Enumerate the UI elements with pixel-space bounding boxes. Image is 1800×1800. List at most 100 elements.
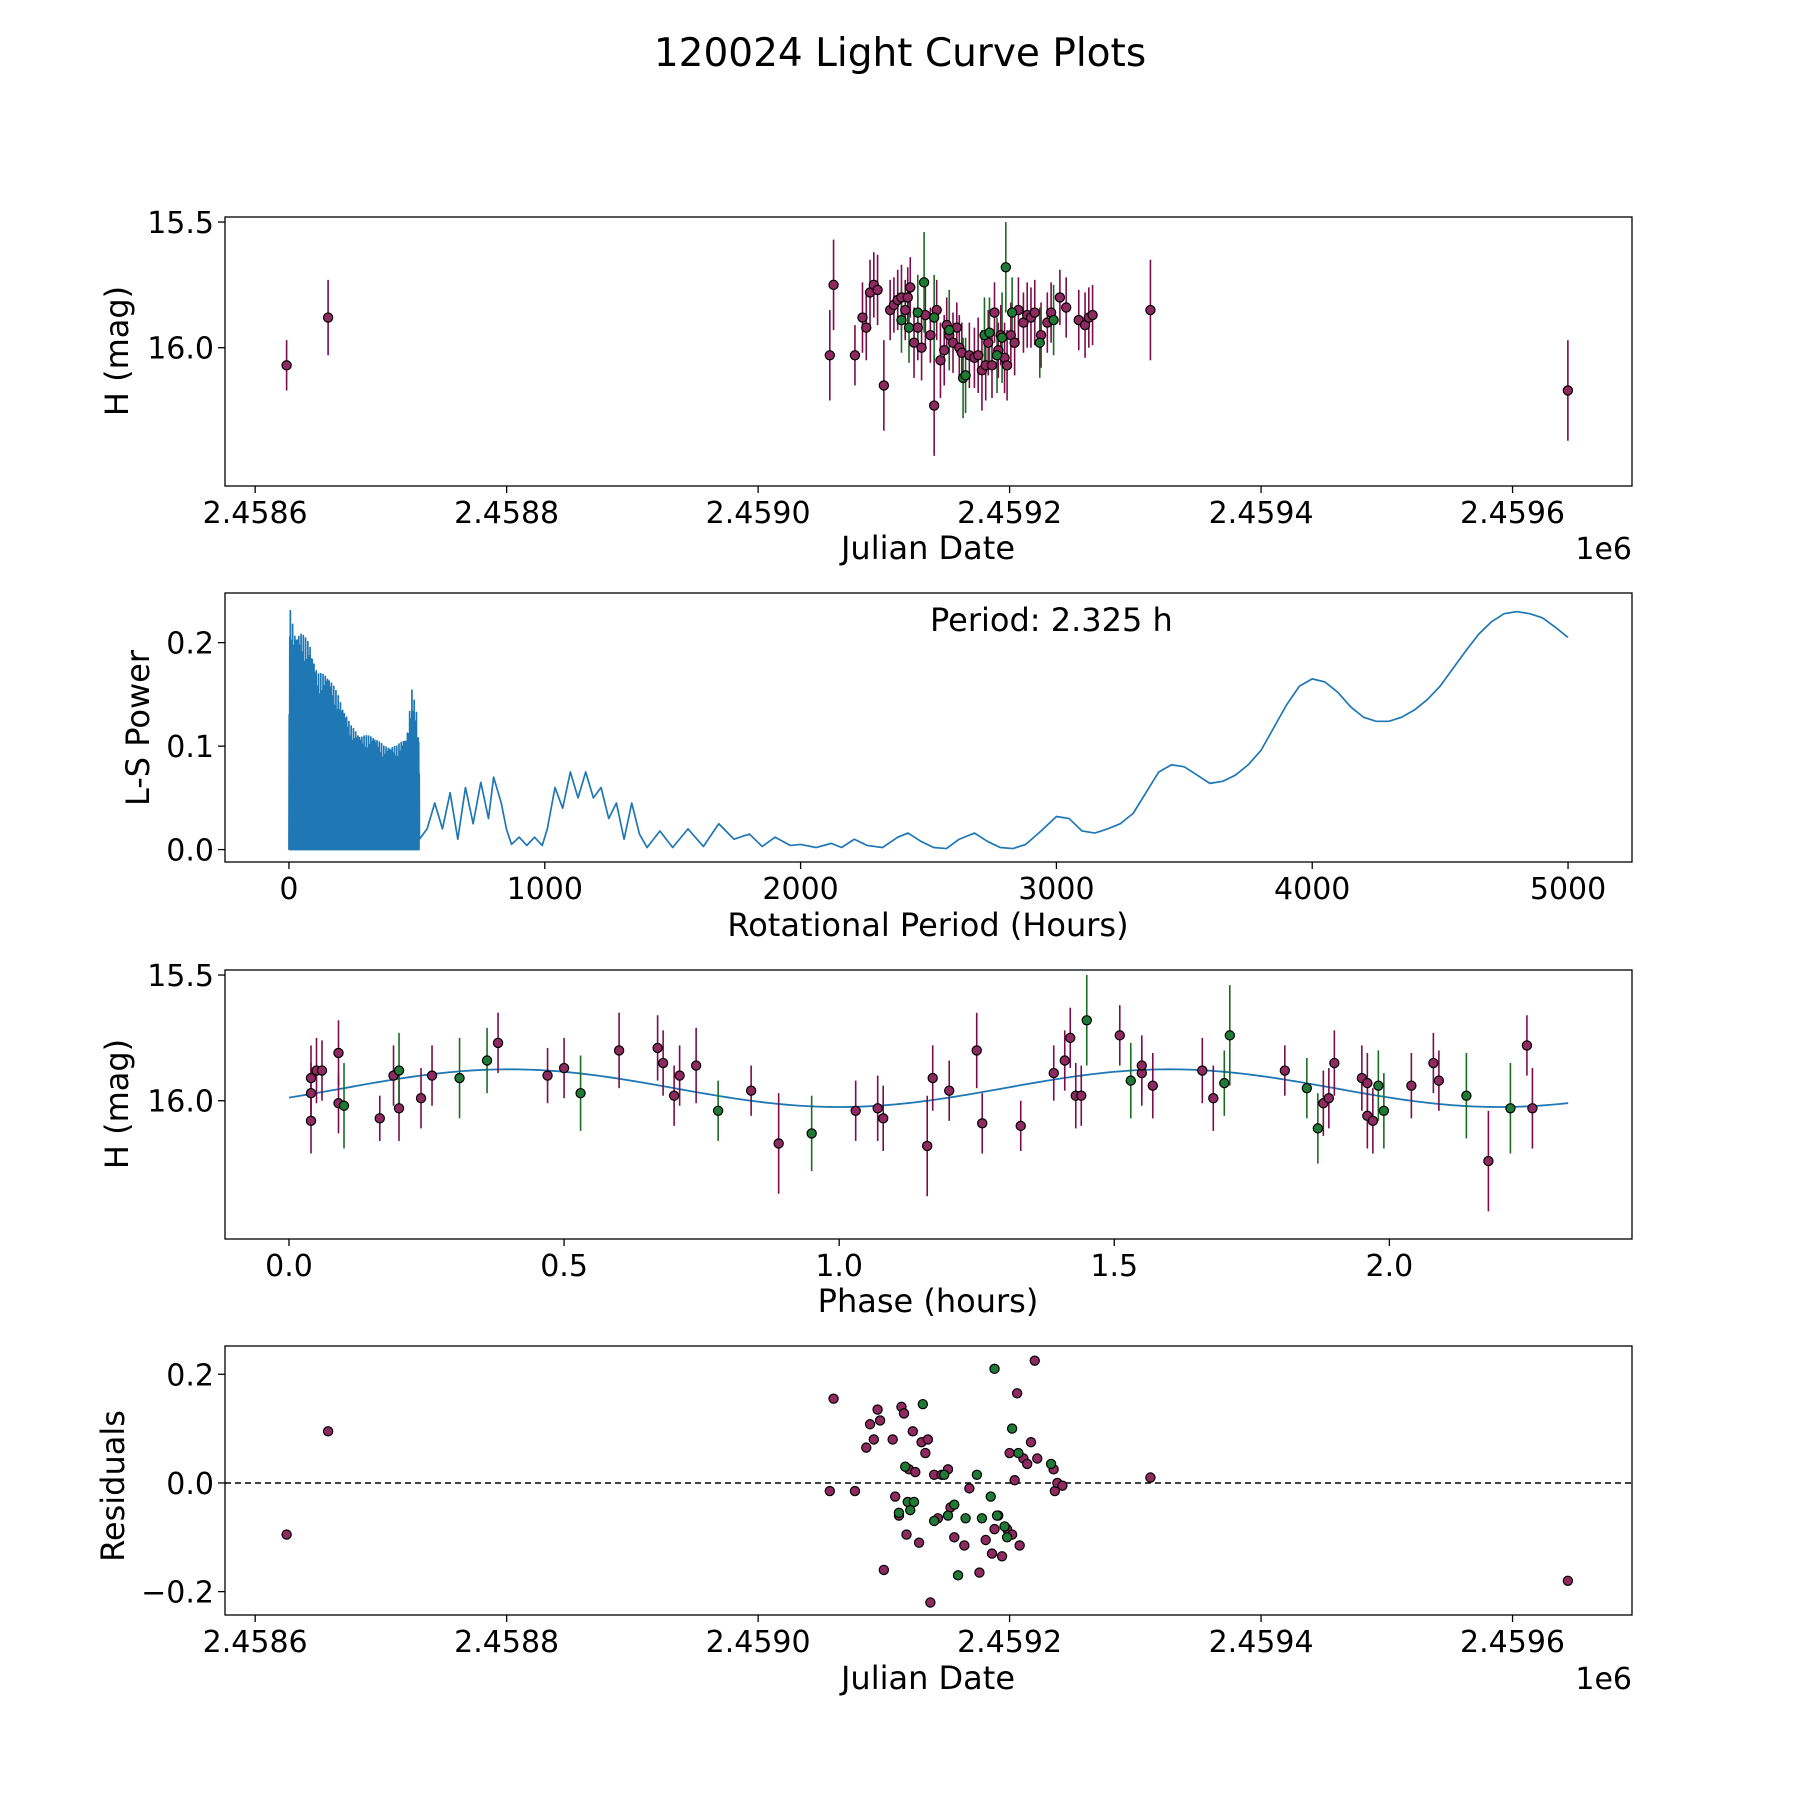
lightcurve-point-band2 [1048,314,1059,326]
phased-point-band1 [1428,1057,1439,1069]
residual-point-band2 [989,1363,1000,1375]
lightcurve-y-tick-label: 15.5 [147,206,214,241]
residual-point-band2 [917,1398,929,1410]
lightcurve-point-band2 [991,350,1003,361]
phased-point-band1 [971,1045,982,1056]
lightcurve-offset-label: 1e6 [1575,532,1632,567]
phased-x-tick-label: 1.5 [1090,1249,1138,1284]
phased-point-band2 [1125,1075,1136,1086]
periodogram-plot-area [288,609,1569,851]
phased-point-band1 [1406,1080,1417,1091]
lightcurve-x-tick-label: 2.4590 [706,496,811,531]
residual-point-band1 [925,1597,936,1608]
lightcurve-point-band2 [903,322,915,333]
residual-point-band2 [908,1496,920,1508]
phased-point-band1 [542,1070,553,1081]
residual-point-band1 [872,1404,883,1415]
phased-point-band1 [426,1070,438,1081]
lightcurve-x-tick-label: 2.4594 [1209,496,1314,531]
residual-point-band2 [952,1570,964,1581]
phased-point-band1 [1208,1093,1219,1104]
phased-point-band1 [558,1062,570,1074]
residual-point-band1 [1009,1475,1020,1486]
residual-point-band2 [900,1461,911,1472]
phased-point-band1 [374,1113,385,1124]
residuals-x-tick-label: 2.4590 [706,1625,811,1660]
phased-point-band1 [393,1103,405,1114]
residual-point-band2 [1006,1423,1018,1434]
phased-point-band2 [1461,1090,1472,1101]
phased-point-band2 [481,1055,493,1066]
lightcurve-point-band1 [1060,302,1072,313]
phased-point-band1 [333,1047,344,1059]
periodogram-panel: 0 1000 2000 3000 4000 5000 0.0 0.1 0.2 Period: 2… [119,592,1633,944]
phased-point-band1 [1279,1065,1291,1076]
phased-x-tick-label: 1.0 [815,1249,863,1284]
lightcurve-point-band1 [912,322,924,333]
residual-point-band1 [974,1567,985,1578]
lightcurve-point-band1 [900,304,911,316]
lightcurve-point-band2 [896,314,907,326]
phased-point-band1 [1527,1103,1538,1114]
residual-point-band1 [887,1434,898,1445]
residual-point-band1 [996,1551,1008,1562]
residual-point-band1 [861,1442,872,1453]
lightcurve-point-band1 [928,400,940,411]
phased-point-band1 [1483,1155,1494,1167]
phased-point-band1 [613,1045,625,1056]
residuals-y-tick-label: 0.0 [166,1467,214,1502]
phased-point-band1 [305,1072,317,1084]
residual-point-band1 [1057,1480,1068,1491]
residual-point-band1 [920,1447,931,1459]
phased-point-band2 [1219,1077,1230,1089]
phased-plot-area [288,975,1569,1212]
residual-point-band1 [874,1415,886,1426]
phased-point-band1 [1136,1060,1147,1071]
periodogram-xlabel: Rotational Period (Hours) [727,906,1128,944]
phased-point-band2 [1301,1082,1313,1094]
residual-point-band2 [971,1469,983,1480]
lightcurve-point-band2 [912,307,924,318]
lightcurve-panel: 2.4586 2.4588 2.4590 2.4592 2.4594 2.4596 16.0… [98,206,1633,567]
phased-model-curve [288,1068,1569,1108]
residuals-y-tick-label: 0.2 [166,1358,214,1393]
residual-point-band1 [964,1483,975,1494]
lightcurve-point-band2 [1000,262,1012,273]
phased-point-band2 [712,1105,724,1116]
phased-point-band1 [1015,1120,1026,1132]
periodogram-axes-frame [224,592,1633,863]
residual-point-band2 [985,1491,996,1502]
lightcurve-x-tick-label: 2.4592 [957,496,1062,531]
lightcurve-point-band1 [861,322,872,333]
lightcurve-x-tick-label: 2.4596 [1460,496,1565,531]
periodogram-x-tick-label: 0 [279,872,298,907]
phased-x-tick-label: 2.0 [1366,1249,1414,1284]
phased-point-band1 [1147,1080,1158,1091]
figure-title: 120024 Light Curve Plots [654,31,1146,76]
residual-point-band1 [989,1523,1000,1535]
lightcurve-point-band1 [1087,309,1098,321]
lightcurve-point-band1 [1001,360,1013,371]
residual-point-band1 [1032,1453,1043,1464]
phased-point-band2 [1081,1015,1092,1026]
phased-point-band2 [1378,1105,1390,1116]
residual-point-band1 [922,1434,934,1445]
phased-point-band1 [944,1085,955,1096]
lightcurve-point-band1 [935,355,946,366]
phased-x-tick-label: 0.5 [540,1249,588,1284]
lightcurve-point-band1 [989,307,1000,318]
lightcurve-plot-area [281,222,1574,456]
phased-point-band1 [773,1138,784,1149]
phased-point-band2 [1373,1080,1384,1091]
residuals-ylabel: Residuals [94,1410,132,1562]
residual-point-band1 [868,1434,880,1445]
residual-point-band1 [1011,1388,1023,1399]
phased-point-band1 [668,1090,680,1101]
residual-point-band2 [976,1513,988,1524]
phased-point-band2 [454,1072,465,1084]
phased-point-band1 [1114,1030,1125,1041]
lightcurve-ylabel: H (mag) [98,286,136,416]
residuals-offset-label: 1e6 [1575,1662,1632,1697]
residual-point-band1 [824,1485,835,1497]
phased-point-band1 [922,1140,933,1152]
